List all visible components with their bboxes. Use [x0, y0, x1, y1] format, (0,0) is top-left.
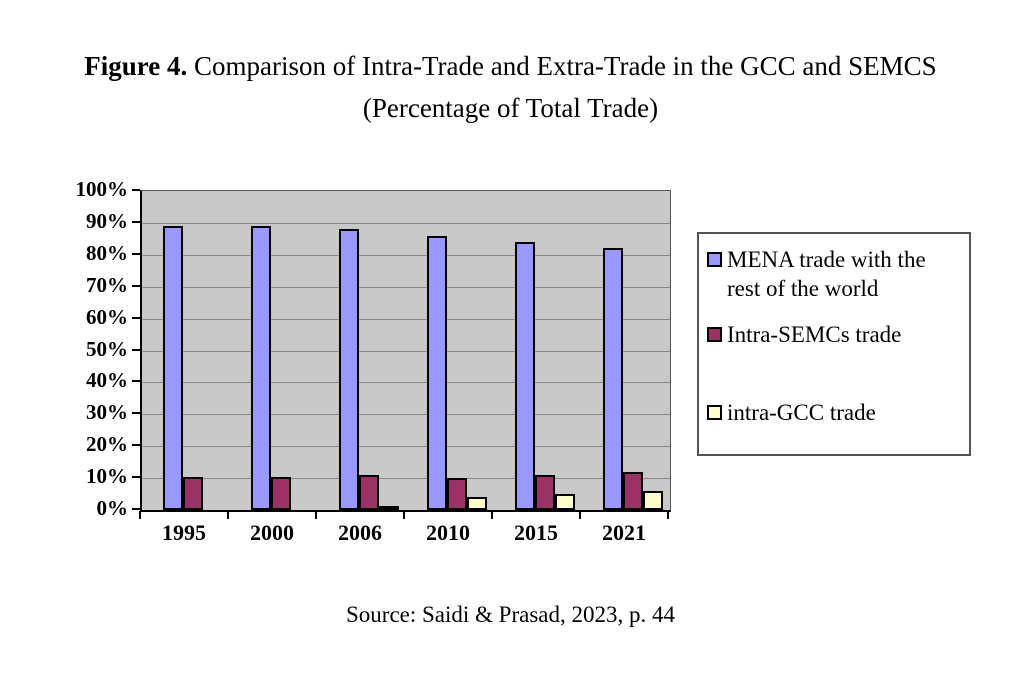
gridline [142, 286, 670, 288]
gridline [142, 254, 670, 256]
legend-label: intra-GCC trade [727, 400, 876, 425]
y-axis-tick [132, 252, 140, 255]
legend-item-3: intra-GCC trade [707, 398, 963, 427]
gridline [142, 382, 670, 384]
y-axis-label: 100% [75, 177, 129, 201]
gridline [142, 222, 670, 224]
y-axis-tick [132, 348, 140, 351]
y-axis-label: 60% [86, 304, 128, 329]
bar-1995-series-2 [183, 476, 203, 510]
y-axis-tick [132, 476, 140, 479]
y-axis-label: 20% [86, 432, 128, 457]
bar-2015-series-3 [555, 494, 575, 510]
legend: MENA trade with the rest of the world Int… [697, 232, 971, 456]
y-axis-tick [132, 284, 140, 287]
y-axis-label: 30% [86, 400, 128, 425]
legend-label: MENA trade with the rest of the world [727, 247, 926, 301]
x-axis-tick [403, 511, 405, 519]
figure-title: Figure 4. Comparison of Intra-Trade and … [0, 50, 1021, 83]
x-axis-label: 2021 [602, 520, 646, 545]
y-axis-tick [132, 412, 140, 415]
y-axis-label: 80% [86, 240, 128, 265]
gridline [142, 350, 670, 352]
bar-2021-series-1 [603, 248, 623, 510]
figure-label: Figure 4. [84, 51, 188, 81]
y-axis-tick [132, 508, 140, 510]
legend-swatch-2 [707, 327, 722, 342]
x-axis-label: 2015 [514, 520, 558, 545]
gridline [142, 478, 670, 480]
bar-2010-series-3 [467, 497, 487, 510]
bar-2006-series-3 [379, 506, 399, 510]
y-axis-label: 50% [86, 336, 128, 361]
y-axis-label: 10% [86, 464, 128, 489]
bar-2010-series-2 [447, 478, 467, 510]
y-axis-label: 70% [86, 272, 128, 297]
x-axis-tick [227, 511, 229, 519]
legend-label: Intra-SEMCs trade [727, 322, 902, 347]
y-axis-tick [132, 220, 140, 223]
legend-swatch-1 [707, 252, 722, 267]
bar-2006-series-2 [359, 474, 379, 510]
plot-area [140, 190, 671, 512]
x-axis-tick [579, 511, 581, 519]
bar-2006-series-1 [339, 229, 359, 510]
bar-2010-series-1 [427, 235, 447, 510]
bar-2015-series-1 [515, 242, 535, 510]
x-axis-label: 2010 [426, 520, 470, 545]
y-axis-label: 0% [96, 496, 129, 520]
y-axis-label: 90% [86, 208, 128, 233]
y-axis-tick [132, 380, 140, 383]
figure-subtitle: (Percentage of Total Trade) [362, 93, 659, 123]
bar-1995-series-1 [163, 226, 183, 510]
bar-2015-series-2 [535, 474, 555, 510]
x-axis-tick [315, 511, 317, 519]
x-axis-tick [139, 511, 141, 519]
x-axis-label: 2006 [338, 520, 382, 545]
y-axis-tick [132, 444, 140, 447]
gridline [142, 446, 670, 448]
bar-2000-series-2 [271, 476, 291, 510]
y-axis-label: 40% [86, 368, 128, 393]
x-axis-tick [667, 511, 669, 519]
bar-2021-series-3 [643, 490, 663, 510]
legend-swatch-3 [707, 405, 722, 420]
y-axis-tick [132, 316, 140, 319]
gridline [142, 414, 670, 416]
y-axis-tick [132, 189, 140, 191]
legend-item-2: Intra-SEMCs trade [707, 320, 963, 349]
x-axis-label: 2000 [250, 520, 294, 545]
x-axis-label: 1995 [162, 520, 206, 545]
legend-item-1: MENA trade with the rest of the world [707, 245, 963, 303]
bar-2000-series-1 [251, 226, 271, 510]
source-caption: Source: Saidi & Prasad, 2023, p. 44 [346, 602, 675, 627]
figure-title-text: Comparison of Intra-Trade and Extra-Trad… [187, 51, 937, 81]
gridline [142, 318, 670, 320]
bar-2021-series-2 [623, 471, 643, 510]
x-axis-tick [491, 511, 493, 519]
